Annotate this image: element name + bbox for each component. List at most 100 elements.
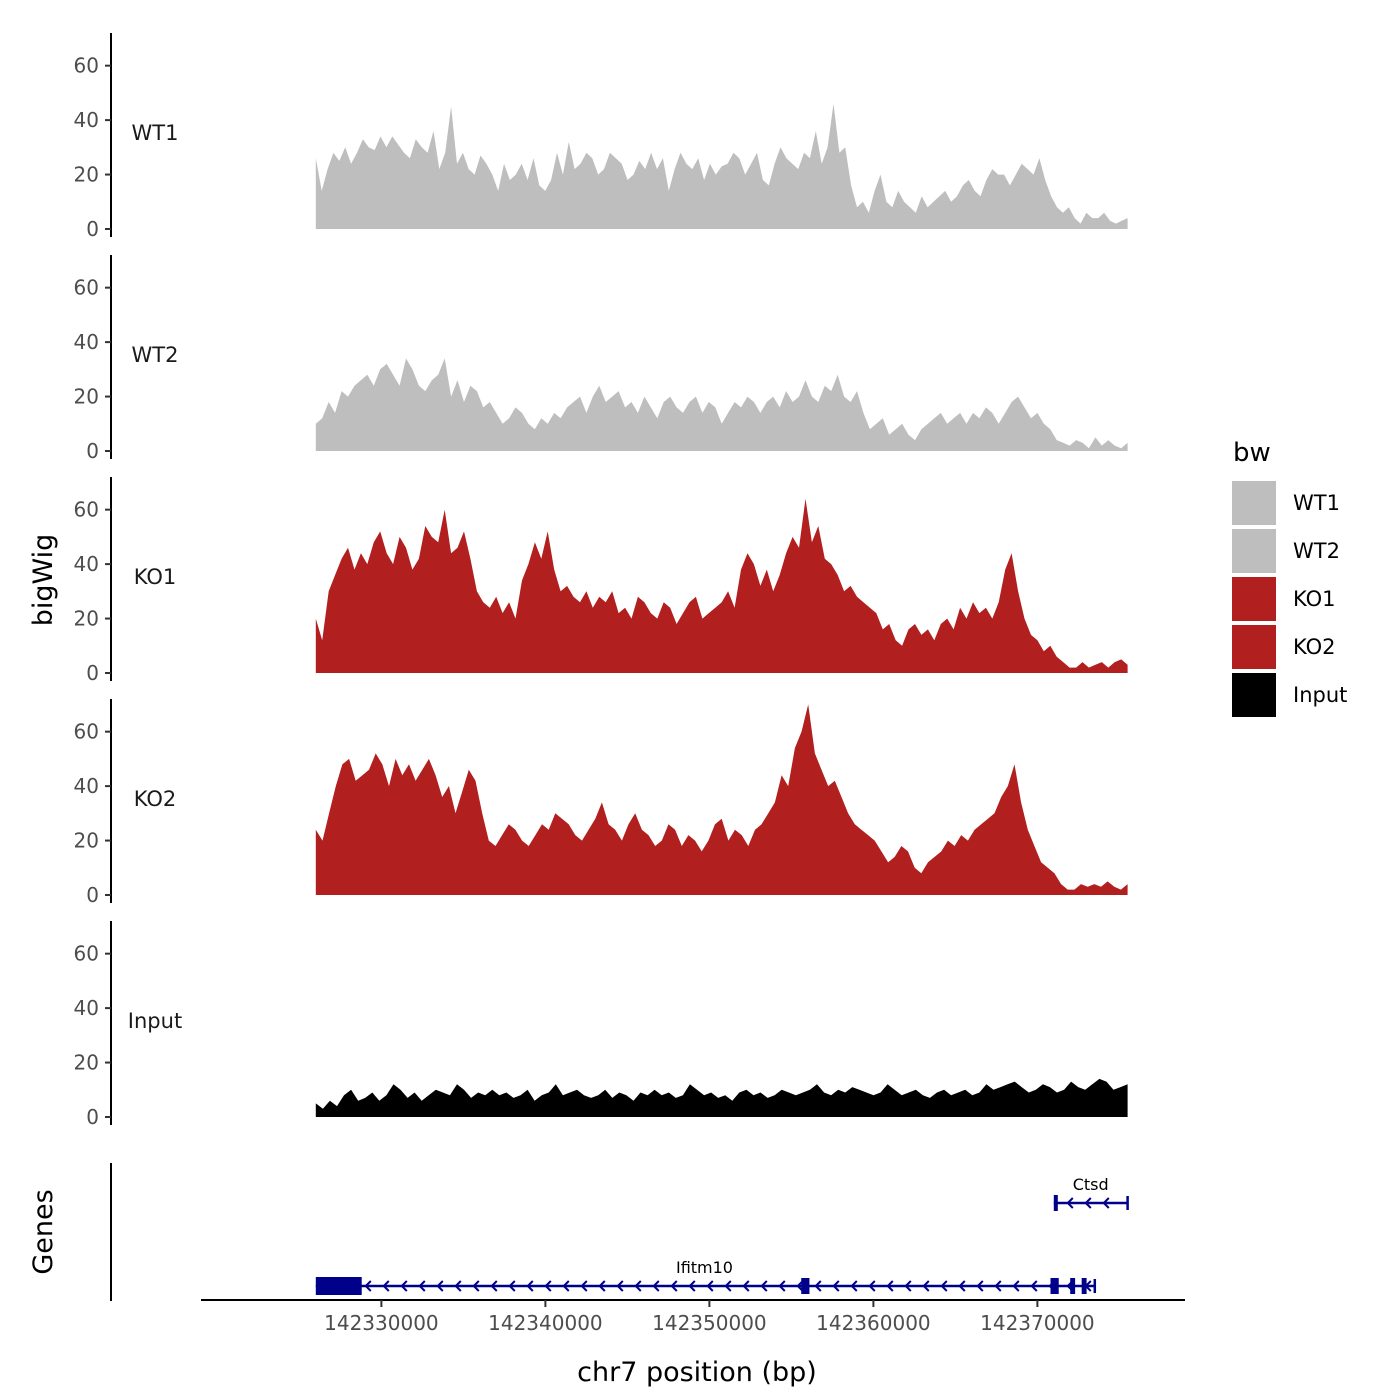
strand-chevron	[706, 1280, 714, 1292]
strand-chevron	[922, 1280, 930, 1292]
strand-chevron	[670, 1280, 678, 1292]
y-tick-label: 40	[74, 552, 99, 576]
track-wt2: 0 20 40 60 WT2	[74, 255, 1128, 463]
strand-chevron	[904, 1280, 912, 1292]
strand-chevron	[544, 1280, 552, 1292]
strand-chevron	[742, 1280, 750, 1292]
strand-chevron	[886, 1280, 894, 1292]
x-tick-label: 142350000	[652, 1311, 767, 1335]
y-tick-label: 20	[74, 829, 99, 853]
track-input: 0 20 40 60 Input	[74, 921, 1128, 1129]
y-tick-label: 60	[74, 498, 99, 522]
legend-label: Input	[1293, 683, 1347, 707]
x-tick-label: 142370000	[980, 1311, 1095, 1335]
y-tick-label: 40	[74, 996, 99, 1020]
strand-chevron	[796, 1280, 804, 1292]
gene-label: Ctsd	[1073, 1175, 1109, 1194]
gene-exon	[315, 1277, 362, 1295]
y-tick-label: 20	[74, 163, 99, 187]
track-label: WT1	[132, 121, 179, 145]
strand-chevron	[976, 1280, 984, 1292]
strand-chevron	[616, 1280, 624, 1292]
x-tick-label: 142340000	[488, 1311, 603, 1335]
y-tick-label: 40	[74, 330, 99, 354]
y-tick-label: 40	[74, 774, 99, 798]
legend-label: WT2	[1293, 539, 1340, 563]
gene-ctsd: Ctsd	[1053, 1175, 1129, 1211]
coverage-area	[315, 498, 1128, 673]
y-tick-label: 60	[74, 942, 99, 966]
legend: bw WT1 WT2 KO1 KO2 Input	[1232, 438, 1347, 717]
strand-chevron	[832, 1280, 840, 1292]
strand-chevron	[652, 1280, 660, 1292]
legend-entry-input: Input	[1232, 673, 1347, 717]
x-axis: 142330000 142340000 142350000 142360000 1423…	[201, 1299, 1185, 1335]
strand-chevron	[526, 1280, 534, 1292]
track-label: Input	[128, 1009, 182, 1033]
strand-chevron	[436, 1280, 444, 1292]
x-axis-title: chr7 position (bp)	[577, 1357, 817, 1388]
track-wt1: 0 20 40 60 WT1	[74, 33, 1128, 241]
strand-chevron	[778, 1280, 786, 1292]
strand-chevron	[1012, 1280, 1020, 1292]
strand-chevron	[1030, 1280, 1038, 1292]
gene-exon	[1050, 1278, 1059, 1294]
strand-chevron	[940, 1280, 948, 1292]
strand-chevron	[400, 1280, 408, 1292]
coverage-area	[315, 704, 1128, 895]
y-tick-label: 0	[86, 439, 99, 463]
strand-chevron	[562, 1280, 570, 1292]
y-axis-title: bigWig	[28, 534, 59, 627]
coverage-area	[315, 103, 1128, 229]
strand-chevron	[508, 1280, 516, 1292]
coverage-tracks: 0 20 40 60 WT1 0 20 40 60 WT2 0 20 40 60 KO1 0 20 40 60 KO2…	[74, 33, 1128, 1129]
x-tick-label: 142360000	[816, 1311, 931, 1335]
y-tick-label: 60	[74, 54, 99, 78]
gene-exon	[1070, 1278, 1076, 1294]
strand-chevron	[454, 1280, 462, 1292]
strand-chevron	[598, 1280, 606, 1292]
gene-ifitm10: Ifitm10	[315, 1258, 1097, 1295]
x-tick-label: 142330000	[324, 1311, 439, 1335]
strand-chevron	[634, 1280, 642, 1292]
y-tick-label: 20	[74, 607, 99, 631]
legend-label: WT1	[1293, 491, 1340, 515]
y-tick-label: 0	[86, 1105, 99, 1129]
strand-chevron	[1102, 1197, 1110, 1209]
coverage-area	[315, 358, 1128, 451]
strand-chevron	[688, 1280, 696, 1292]
strand-chevron	[850, 1280, 858, 1292]
y-tick-label: 40	[74, 108, 99, 132]
legend-entry-wt1: WT1	[1232, 481, 1340, 525]
legend-entry-ko2: KO2	[1232, 625, 1336, 669]
legend-swatch	[1232, 481, 1276, 525]
gene-track: Ifitm10 Ctsd	[110, 1163, 1129, 1301]
y-tick-label: 20	[74, 1051, 99, 1075]
legend-entry-ko1: KO1	[1232, 577, 1336, 621]
strand-chevron	[418, 1280, 426, 1292]
legend-entry-wt2: WT2	[1232, 529, 1340, 573]
y-tick-label: 0	[86, 883, 99, 907]
legend-swatch	[1232, 577, 1276, 621]
gene-exon	[1053, 1195, 1058, 1211]
gene-models: Ifitm10 Ctsd	[315, 1175, 1129, 1295]
gene-exon	[801, 1278, 810, 1294]
strand-chevron	[580, 1280, 588, 1292]
track-label: WT2	[132, 343, 179, 367]
coverage-area	[315, 1078, 1128, 1117]
legend-label: KO2	[1293, 635, 1336, 659]
strand-chevron	[490, 1280, 498, 1292]
gene-exon	[1081, 1278, 1087, 1294]
strand-chevron	[994, 1280, 1002, 1292]
gene-label: Ifitm10	[676, 1258, 733, 1277]
gene-track-title: Genes	[28, 1189, 59, 1274]
strand-chevron	[1066, 1197, 1074, 1209]
track-ko1: 0 20 40 60 KO1	[74, 477, 1128, 685]
y-tick-label: 0	[86, 661, 99, 685]
y-tick-label: 60	[74, 720, 99, 744]
legend-label: KO1	[1293, 587, 1336, 611]
strand-chevron	[364, 1280, 372, 1292]
track-label: KO1	[134, 565, 177, 589]
track-label: KO2	[134, 787, 177, 811]
